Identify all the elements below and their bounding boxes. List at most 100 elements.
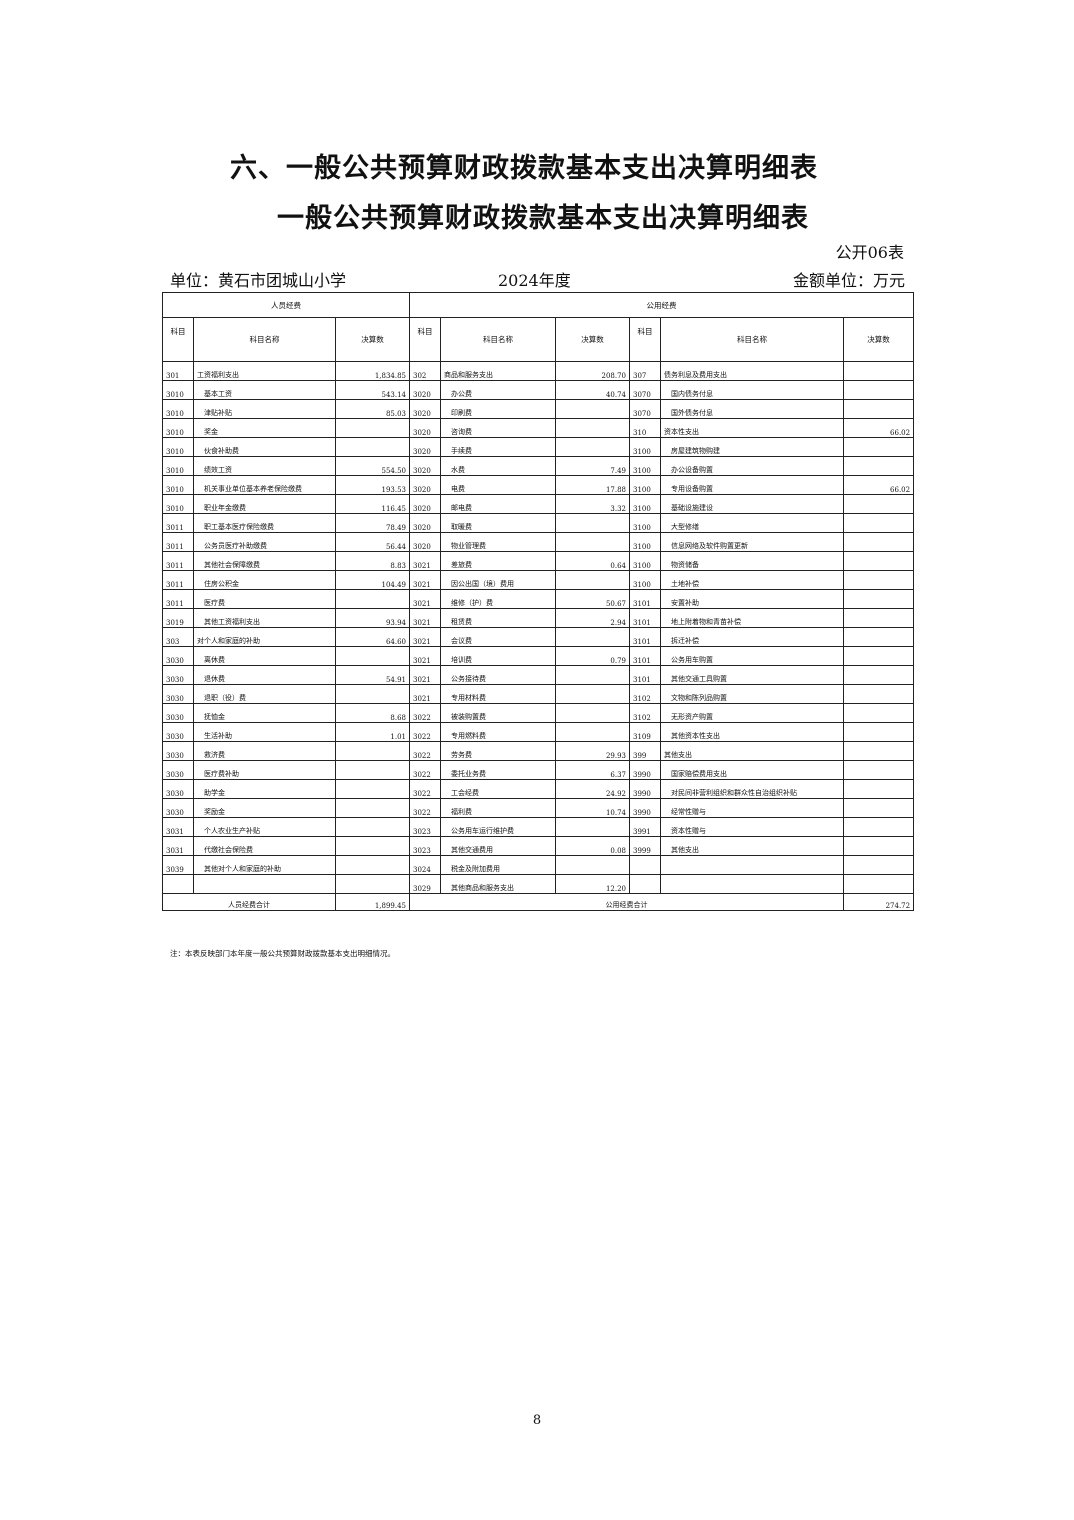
item-amount bbox=[334, 589, 411, 609]
item-amount bbox=[334, 418, 411, 438]
item-code: 310 bbox=[629, 418, 662, 438]
item-amount: 29.93 bbox=[555, 741, 631, 761]
expenditure-table: 人员经费 公用经费 科目 科目名称 决算数 科目 科目名称 决算数 科目 科目名… bbox=[161, 292, 915, 911]
table-row: 303 对个人和家庭的补助 64.60 3021 会议费 3101 拆迁补偿 bbox=[162, 627, 915, 647]
group-personnel: 人员经费 bbox=[161, 292, 411, 318]
item-name: 债务利息及费用支出 bbox=[660, 361, 845, 381]
item-code: 3029 bbox=[409, 874, 442, 894]
item-code: 3070 bbox=[629, 380, 662, 400]
item-code: 302 bbox=[409, 361, 442, 381]
item-code bbox=[162, 874, 194, 894]
item-name: 被装购置费 bbox=[440, 703, 557, 723]
item-code: 3020 bbox=[409, 532, 442, 552]
unit-label: 单位：黄石市团城山小学 bbox=[170, 271, 347, 290]
item-name: 抚恤金 bbox=[193, 703, 336, 723]
item-name: 手续费 bbox=[440, 437, 557, 457]
col-code: 科目 bbox=[162, 317, 194, 362]
item-name: 拆迁补偿 bbox=[660, 627, 845, 647]
item-amount bbox=[843, 665, 915, 685]
item-amount: 543.14 bbox=[334, 380, 411, 400]
item-amount bbox=[555, 399, 631, 419]
item-name: 委托业务费 bbox=[440, 760, 557, 780]
item-amount bbox=[334, 760, 411, 780]
item-name: 代缴社会保险费 bbox=[193, 836, 336, 856]
item-code: 3100 bbox=[629, 437, 662, 457]
item-code: 3039 bbox=[162, 855, 194, 875]
item-code: 3990 bbox=[629, 798, 662, 818]
item-name: 公务用车购置 bbox=[660, 646, 845, 666]
item-amount bbox=[843, 494, 915, 514]
table-row: 3010 机关事业单位基本养老保险缴费 193.53 3020 电费 17.88 3100 专… bbox=[162, 475, 915, 495]
item-amount: 2.94 bbox=[555, 608, 631, 628]
item-code: 3021 bbox=[409, 608, 442, 628]
item-name: 伙食补助费 bbox=[193, 437, 336, 457]
table-row: 3030 奖励金 3022 福利费 10.74 3990 经常性赠与 bbox=[162, 798, 915, 818]
group-public: 公用经费 bbox=[409, 292, 915, 318]
item-code: 3100 bbox=[629, 532, 662, 552]
item-name: 印刷费 bbox=[440, 399, 557, 419]
item-amount: 40.74 bbox=[555, 380, 631, 400]
item-name: 其他资本性支出 bbox=[660, 722, 845, 742]
item-amount bbox=[843, 874, 915, 894]
item-code: 3030 bbox=[162, 684, 194, 704]
item-amount bbox=[334, 437, 411, 457]
item-code: 3030 bbox=[162, 722, 194, 742]
item-amount bbox=[334, 646, 411, 666]
total-row: 人员经费合计 1,899.45 公用经费合计 274.72 bbox=[162, 893, 915, 911]
item-name: 国内债务付息 bbox=[660, 380, 845, 400]
item-name: 其他工资福利支出 bbox=[193, 608, 336, 628]
col-amount: 决算数 bbox=[334, 317, 411, 362]
item-code: 3100 bbox=[629, 475, 662, 495]
table-row: 3031 个人农业生产补贴 3023 公务用车运行维护费 3991 资本性赠与 bbox=[162, 817, 915, 837]
item-code: 3100 bbox=[629, 551, 662, 571]
table-row: 3010 绩效工资 554.50 3020 水费 7.49 3100 办公设备购置 bbox=[162, 456, 915, 476]
item-name: 生活补助 bbox=[193, 722, 336, 742]
item-name: 公务接待费 bbox=[440, 665, 557, 685]
item-amount bbox=[843, 399, 915, 419]
item-amount bbox=[334, 874, 411, 894]
item-code: 3101 bbox=[629, 627, 662, 647]
item-code: 3100 bbox=[629, 494, 662, 514]
table-row: 3030 抚恤金 8.68 3022 被装购置费 3102 无形资产购置 bbox=[162, 703, 915, 723]
item-code: 3100 bbox=[629, 456, 662, 476]
item-name: 医疗费 bbox=[193, 589, 336, 609]
item-amount bbox=[334, 836, 411, 856]
form-code: 公开06表 bbox=[835, 243, 904, 262]
item-name: 退职（役）费 bbox=[193, 684, 336, 704]
table-title: 一般公共预算财政拨款基本支出决算明细表 bbox=[277, 203, 809, 234]
item-name: 国家赔偿费用支出 bbox=[660, 760, 845, 780]
item-code: 3030 bbox=[162, 665, 194, 685]
item-code: 307 bbox=[629, 361, 662, 381]
item-name: 其他支出 bbox=[660, 836, 845, 856]
item-amount bbox=[843, 456, 915, 476]
item-code: 3030 bbox=[162, 779, 194, 799]
item-amount bbox=[843, 817, 915, 837]
table-row: 3019 其他工资福利支出 93.94 3021 租赁费 2.94 3101 地上附着物和青苗… bbox=[162, 608, 915, 628]
item-code: 3031 bbox=[162, 836, 194, 856]
item-amount bbox=[555, 418, 631, 438]
item-amount: 66.02 bbox=[843, 418, 915, 438]
item-amount: 7.49 bbox=[555, 456, 631, 476]
item-name: 劳务费 bbox=[440, 741, 557, 761]
item-name: 其他商品和服务支出 bbox=[440, 874, 557, 894]
item-amount bbox=[843, 513, 915, 533]
item-code: 3021 bbox=[409, 627, 442, 647]
item-amount: 8.83 bbox=[334, 551, 411, 571]
item-name: 房屋建筑物购建 bbox=[660, 437, 845, 457]
item-name: 文物和陈列品购置 bbox=[660, 684, 845, 704]
item-amount bbox=[843, 836, 915, 856]
item-amount bbox=[555, 532, 631, 552]
col-amount: 决算数 bbox=[555, 317, 631, 362]
item-code: 3070 bbox=[629, 399, 662, 419]
table-note: 注：本表反映部门本年度一般公共预算财政拨款基本支出明细情况。 bbox=[170, 949, 395, 958]
item-name: 信息网络及软件购置更新 bbox=[660, 532, 845, 552]
item-code: 3102 bbox=[629, 684, 662, 704]
item-amount bbox=[555, 570, 631, 590]
year-label: 2024年度 bbox=[498, 271, 571, 290]
table-row: 3011 住房公积金 104.49 3021 因公出国（境）费用 3100 土地补偿 bbox=[162, 570, 915, 590]
item-code: 3022 bbox=[409, 703, 442, 723]
item-code: 3010 bbox=[162, 475, 194, 495]
item-name: 差旅费 bbox=[440, 551, 557, 571]
item-code: 3010 bbox=[162, 437, 194, 457]
item-name: 公务用车运行维护费 bbox=[440, 817, 557, 837]
